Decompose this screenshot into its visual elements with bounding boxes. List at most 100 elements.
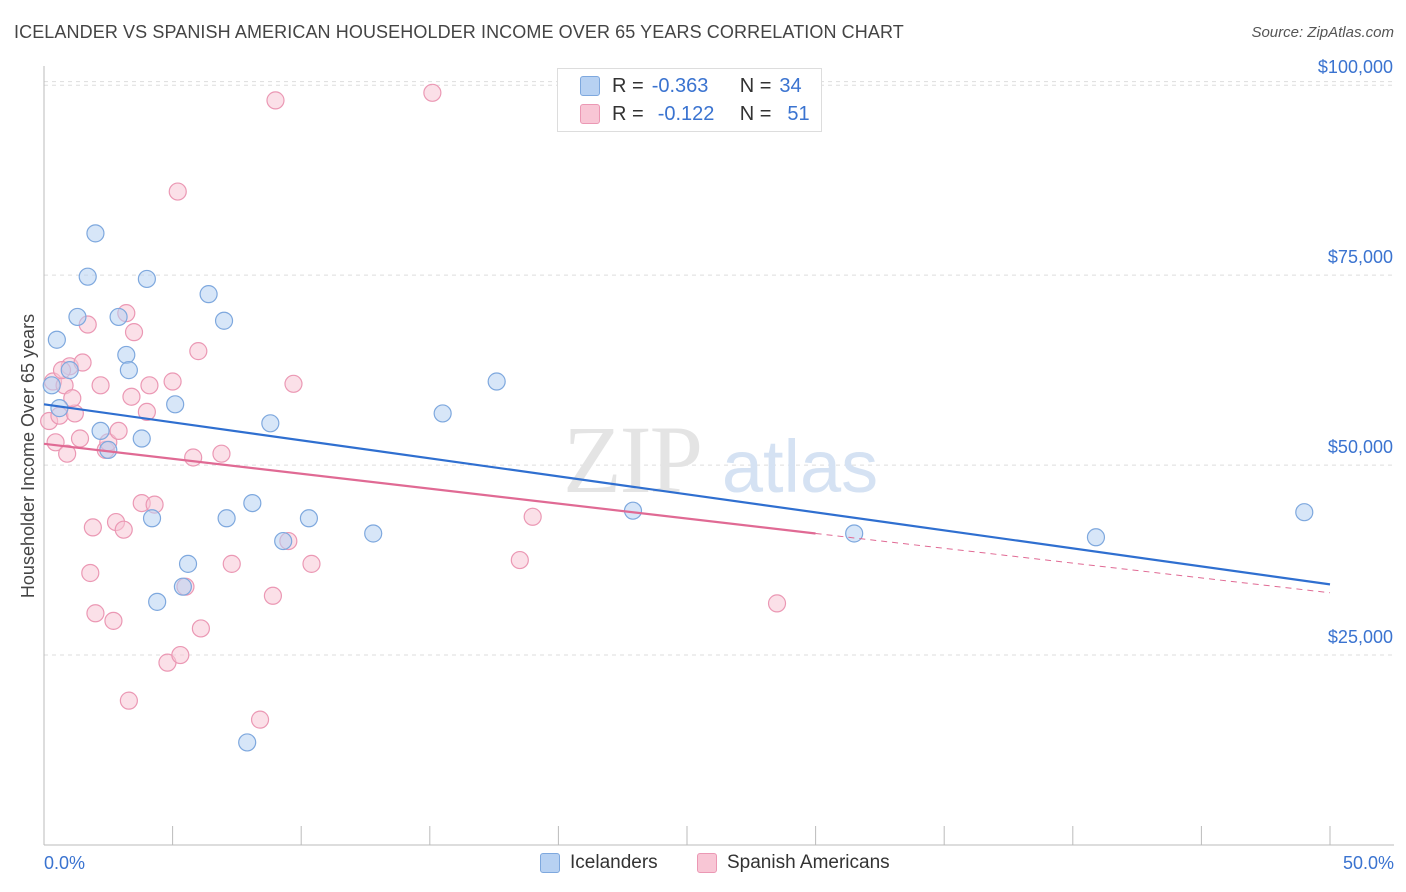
icelander-point [845, 524, 864, 543]
spanish-american-point [191, 619, 210, 638]
bottom-legend-icelanders: Icelanders [540, 852, 658, 874]
spanish-american-point [81, 563, 100, 583]
spanish-american-point [250, 710, 270, 729]
icelander-point [261, 414, 280, 433]
icelander-point [117, 345, 136, 365]
spanish-american-point [266, 91, 285, 110]
spanish-american-point [83, 518, 102, 537]
legend-n-label: N = [739, 102, 772, 125]
icelander-point [78, 267, 97, 286]
icelander-point [178, 554, 198, 573]
spanish-american-point [222, 554, 241, 573]
icelander-point [433, 404, 452, 423]
icelander-point [148, 592, 167, 611]
y-tick-label: $100,000 [1318, 57, 1393, 77]
icelander-point [487, 372, 506, 391]
y-axis-label: Householder Income Over 65 years [18, 314, 38, 598]
source-label: Source: ZipAtlas.com [1251, 24, 1394, 41]
axes-layer: $25,000 $50,000 $75,000 $100,000 [43, 57, 1394, 846]
icelander-point [68, 307, 87, 327]
icelander-point [217, 509, 236, 528]
watermark-zip: ZIP [563, 406, 701, 513]
icelander-point [166, 395, 185, 414]
spanish-american-point [184, 448, 203, 467]
legend-n-value: 34 [779, 74, 802, 97]
bottom-legend-label-icelanders: Icelanders [570, 852, 658, 873]
watermark-atlas: atlas [722, 425, 878, 508]
legend-row-icelanders: R = -0.363 N = 34 [580, 73, 802, 99]
icelander-point [47, 330, 66, 349]
icelander-point [299, 509, 319, 528]
icelander-point [243, 493, 262, 513]
icelander-point [1295, 503, 1314, 522]
legend-r-value: -0.363 [651, 74, 709, 97]
spanish-american-point [163, 372, 182, 391]
grid-layer [44, 81, 1394, 656]
legend-n-value: 51 [787, 102, 810, 125]
y-tick-label: $75,000 [1328, 247, 1393, 267]
trendline-spanish-extrapolated [815, 532, 1331, 594]
icelander-point [60, 361, 79, 380]
spanish-american-point [263, 586, 283, 605]
icelander-point [199, 285, 218, 304]
legend-row-spanish: R = -0.122 N = 51 [580, 101, 810, 127]
trendline-spanish [43, 442, 816, 535]
spanish-american-point [86, 604, 105, 623]
icelander-point [274, 531, 293, 551]
icelander-point [238, 733, 257, 752]
spanish-american-point [109, 421, 128, 441]
spanish-american-point [212, 444, 231, 463]
icelander-point [1086, 528, 1106, 547]
spanish-american-point [137, 402, 156, 422]
spanish-american-point [91, 376, 110, 395]
x-tick-label-min: 0.0% [44, 853, 85, 873]
spanish-american-point [423, 83, 442, 102]
x-tick-label-max: 50.0% [1343, 853, 1394, 873]
icelander-point [132, 429, 151, 448]
spanish-american-point [168, 182, 187, 201]
spanish-american-point [189, 342, 208, 361]
spanish-american-point [63, 389, 82, 408]
bottom-legend-swatch-icelanders [540, 853, 560, 873]
spanish-american-point [140, 376, 159, 395]
legend-r-value: -0.122 [657, 102, 715, 125]
legend-r-label: R = [612, 102, 644, 125]
spanish-american-point [70, 429, 90, 448]
chart-title: ICELANDER VS SPANISH AMERICAN HOUSEHOLDE… [14, 22, 904, 42]
legend-r-label: R = [612, 74, 644, 97]
legend-n-label: N = [739, 74, 772, 97]
icelander-point [109, 307, 128, 327]
spanish-american-point [122, 387, 141, 406]
bottom-legend-spanish: Spanish Americans [697, 852, 890, 874]
trend-layer [43, 403, 1331, 594]
spanish-american-point [284, 374, 303, 393]
icelander-point [91, 421, 110, 441]
spanish-american-point [302, 554, 321, 573]
bottom-legend-swatch-spanish [697, 853, 717, 873]
stats-legend: R = -0.363 N = 34 R = -0.122 N = 51 [557, 68, 822, 132]
trendline-icelanders [43, 403, 1331, 586]
spanish-american-point [58, 444, 77, 463]
legend-swatch-icelanders [580, 76, 600, 96]
icelander-point [137, 269, 156, 289]
spanish-american-point [767, 594, 787, 613]
icelander-point [86, 224, 105, 243]
icelander-point [214, 311, 234, 330]
icelander-point [364, 524, 383, 543]
icelander-point [42, 376, 61, 395]
spanish-american-point [104, 611, 123, 630]
bottom-legend-label-spanish: Spanish Americans [727, 852, 890, 873]
icelander-point [119, 361, 138, 380]
spanish-american-point [171, 645, 190, 665]
icelander-point [173, 577, 192, 596]
spanish-american-point [119, 691, 138, 710]
y-tick-label: $50,000 [1328, 437, 1393, 457]
spanish-american-point [523, 507, 542, 526]
icelander-point [142, 509, 162, 528]
spanish-american-point [114, 520, 133, 539]
spanish-american-point [510, 550, 529, 570]
spanish-american-point [124, 323, 144, 342]
y-tick-label: $25,000 [1328, 627, 1393, 647]
legend-swatch-spanish [580, 104, 600, 124]
